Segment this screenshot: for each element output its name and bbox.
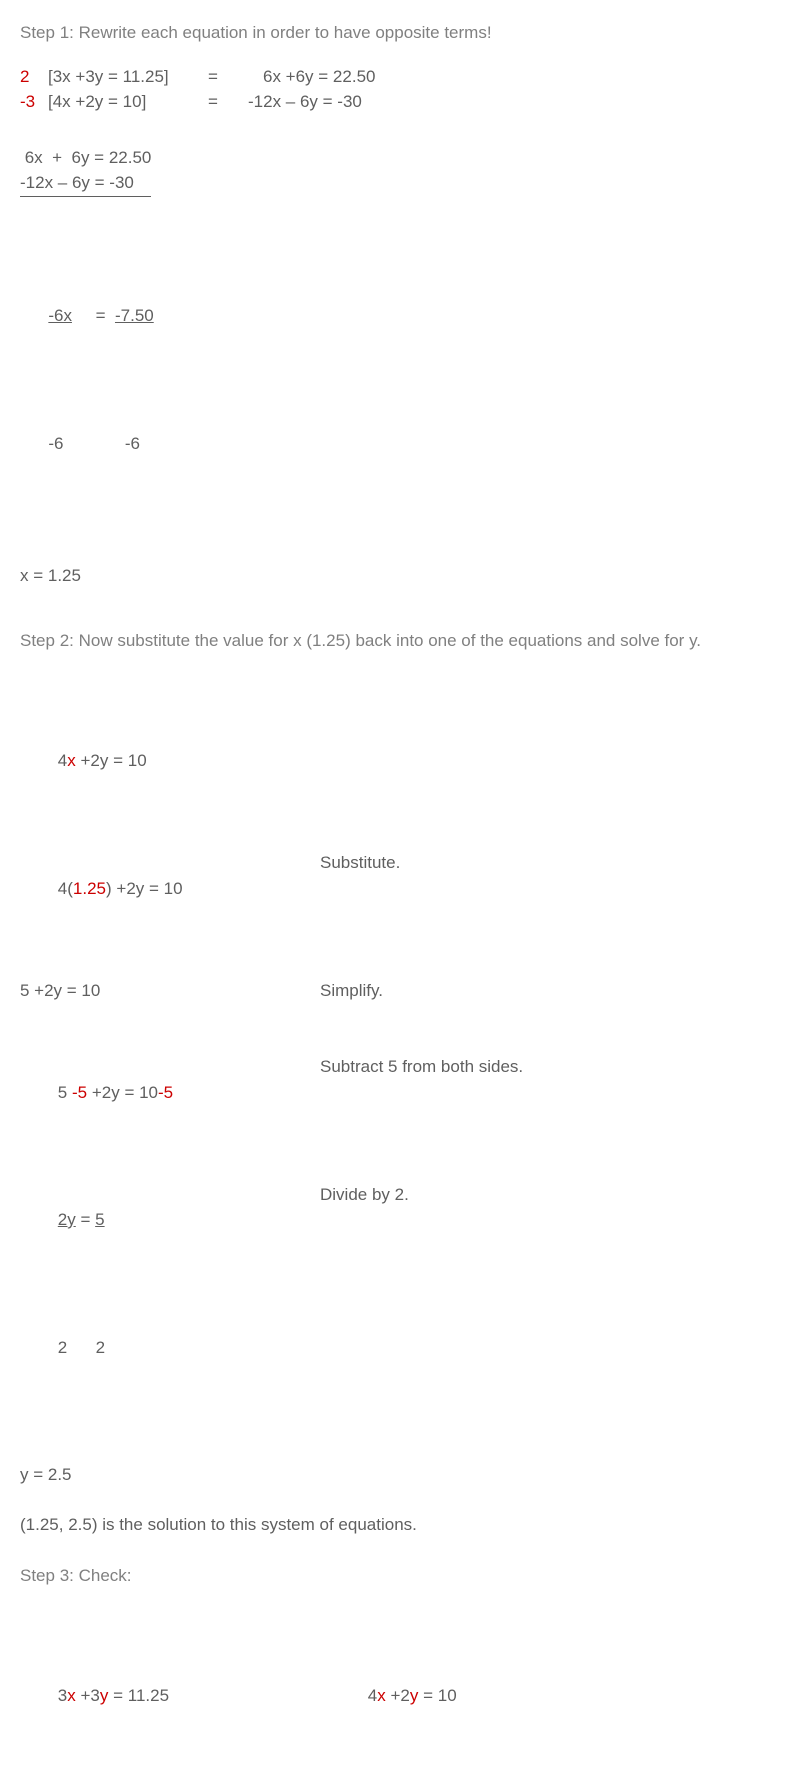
math-worksheet: Step 1: Rewrite each equation in order t… (0, 0, 795, 1782)
c2l1a: 4 (368, 1686, 377, 1705)
s2l3annot: Simplify. (320, 978, 383, 1004)
div-br: -6 (125, 434, 140, 453)
div-tr: -7.50 (115, 306, 154, 325)
s2l2b: ) +2y = 10 (106, 879, 183, 898)
s2l5tr: 5 (95, 1210, 104, 1229)
result-1: 6x +6y = 22.50 (263, 64, 375, 90)
div-tl: -6x (48, 306, 72, 325)
s2l5annot: Divide by 2. (320, 1182, 409, 1259)
s2l4annot: Subtract 5 from both sides. (320, 1054, 523, 1131)
s2l2annot: Substitute. (320, 850, 400, 927)
s2l2r: 1.25 (73, 879, 106, 898)
div-bl: -6 (48, 434, 63, 453)
c1l1b: +3 (76, 1686, 100, 1705)
c1l1a: 3 (58, 1686, 67, 1705)
step1-divide: -6x = -7.50 -6 -6 (20, 227, 775, 533)
s2l5tl: 2y (58, 1210, 76, 1229)
add-line1: 6x + 6y = 22.50 (20, 145, 151, 171)
step2-work: 4x +2y = 10 4(1.25) +2y = 10 Substitute.… (20, 672, 775, 1437)
result-2: -12x – 6y = -30 (248, 89, 362, 115)
s2l1a: 4 (58, 751, 67, 770)
s2l4r1: -5 (72, 1083, 87, 1102)
step1-rewrite: 2 [3x +3y = 11.25] = 6x +6y = 22.50 -3 [… (20, 64, 775, 115)
c2l1c: = 10 (418, 1686, 456, 1705)
solution-statement: (1.25, 2.5) is the solution to this syst… (20, 1512, 775, 1538)
c1l1y: y (100, 1686, 109, 1705)
step3-heading: Step 3: Check: (20, 1563, 775, 1589)
s2l4b: +2y = 10 (87, 1083, 158, 1102)
s2l5bl: 2 (58, 1338, 67, 1357)
c1l1x: x (67, 1686, 76, 1705)
s2l4r2: -5 (158, 1083, 173, 1102)
c2l1b: +2 (386, 1686, 410, 1705)
mult-2: -3 (20, 89, 48, 115)
c2l1y: y (410, 1686, 419, 1705)
y-result: y = 2.5 (20, 1462, 775, 1488)
step2-heading: Step 2: Now substitute the value for x (… (20, 628, 775, 654)
s2l2a: 4( (58, 879, 73, 898)
step1-heading: Step 1: Rewrite each equation in order t… (20, 20, 775, 46)
s2l5br: 2 (96, 1338, 105, 1357)
c2l1x: x (377, 1686, 386, 1705)
step3-check: 3x +3y = 11.25 3(1.25) +3(2.5) = 11.25 3… (20, 1606, 775, 1782)
s2l1b: +2y = 10 (76, 751, 147, 770)
add-line2: -12x – 6y = -30 (20, 170, 151, 197)
mult-1: 2 (20, 64, 48, 90)
s2l1x: x (67, 751, 76, 770)
eq-2: = (208, 89, 248, 115)
eq-1: = (208, 64, 263, 90)
div-eq: = (96, 306, 106, 325)
x-result: x = 1.25 (20, 563, 775, 589)
s2l5eq: = (76, 1210, 95, 1229)
orig-1: [3x +3y = 11.25] (48, 64, 208, 90)
s2l4a: 5 (58, 1083, 72, 1102)
step1-addition: 6x + 6y = 22.50 -12x – 6y = -30 (20, 145, 151, 197)
s2l3: 5 +2y = 10 (20, 978, 320, 1004)
orig-2: [4x +2y = 10] (48, 89, 208, 115)
c1l1c: = 11.25 (108, 1686, 169, 1705)
